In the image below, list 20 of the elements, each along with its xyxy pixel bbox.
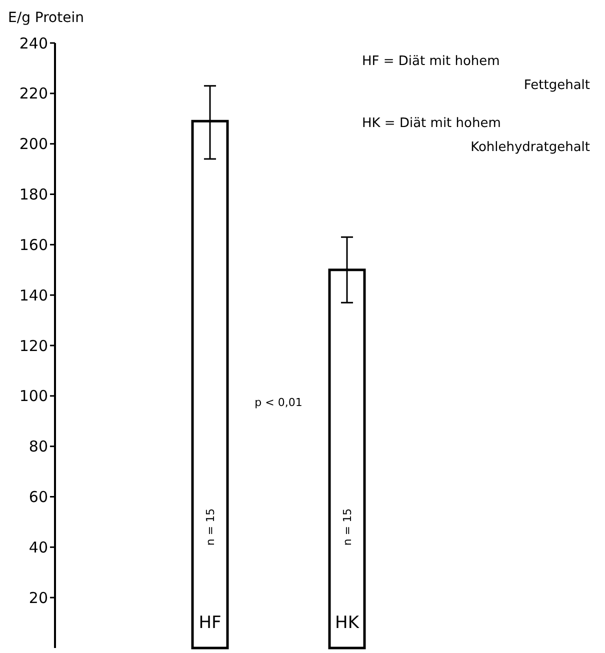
y-tick-label: 200 bbox=[19, 135, 48, 154]
y-tick-label: 160 bbox=[19, 236, 48, 254]
y-tick-label: 100 bbox=[19, 387, 48, 406]
y-tick-label: 60 bbox=[28, 488, 48, 506]
y-tick-label: 120 bbox=[19, 336, 48, 355]
x-tick-label: HK bbox=[335, 613, 360, 633]
y-tick-label: 180 bbox=[19, 186, 48, 204]
y-tick-label: 240 bbox=[19, 34, 48, 52]
annotation: n = 15 bbox=[340, 508, 354, 546]
annotation: HK = Diät mit hohem Kohlehydratgehalt bbox=[362, 116, 590, 155]
text: HF = Diät mit hohem Fettgehalt bbox=[362, 54, 590, 93]
annotation: n = 15 bbox=[204, 508, 217, 546]
y-axis-title: E/g Protein bbox=[8, 10, 84, 26]
y-tick-label: 80 bbox=[28, 438, 48, 456]
x-tick-label: HF bbox=[198, 613, 222, 633]
y-tick-label: 40 bbox=[28, 538, 48, 556]
y-tick-label: 220 bbox=[19, 84, 48, 103]
annotation: p < 0,01 bbox=[254, 396, 302, 409]
y-tick-label: 20 bbox=[28, 588, 48, 607]
y-tick-label: 140 bbox=[19, 286, 48, 304]
